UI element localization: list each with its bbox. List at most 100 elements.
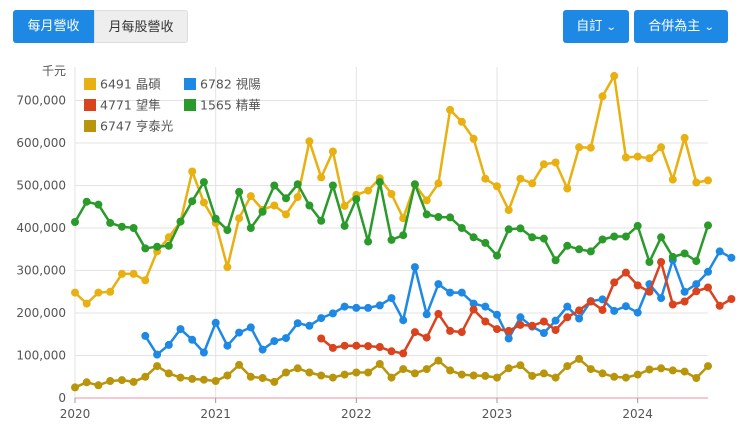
custom-dropdown[interactable]: 自訂 ⌄ <box>563 10 629 43</box>
legend-item: 6747 亨泰光 <box>84 119 173 134</box>
data-point <box>528 321 537 330</box>
data-point <box>399 316 408 325</box>
data-point <box>551 158 560 167</box>
data-point <box>657 233 666 242</box>
data-point <box>504 225 513 234</box>
data-point <box>352 195 361 204</box>
legend-swatch <box>184 99 196 111</box>
data-point <box>141 372 150 381</box>
data-point <box>434 213 443 221</box>
data-point <box>586 365 595 374</box>
data-point <box>598 92 607 101</box>
data-point <box>328 373 337 382</box>
data-point <box>270 377 279 386</box>
data-point <box>340 201 349 210</box>
data-point <box>282 334 290 343</box>
data-point <box>293 319 302 328</box>
data-point <box>481 174 490 183</box>
data-point <box>387 190 396 198</box>
data-point <box>223 341 232 350</box>
data-point <box>727 253 736 262</box>
data-point <box>71 288 79 297</box>
data-point <box>246 224 255 232</box>
data-point <box>528 371 537 380</box>
data-point <box>211 318 220 327</box>
data-point <box>410 263 419 272</box>
data-point <box>586 143 595 152</box>
data-point <box>164 340 173 349</box>
data-point <box>621 153 630 162</box>
data-point <box>129 224 138 232</box>
data-point <box>258 207 267 216</box>
data-point <box>305 321 314 330</box>
data-point <box>469 371 478 380</box>
data-point <box>328 181 337 190</box>
data-point <box>410 369 419 378</box>
data-point <box>364 303 373 312</box>
data-point <box>399 231 408 240</box>
legend-item: 1565 精華 <box>184 98 261 113</box>
data-point <box>551 326 560 334</box>
data-point <box>282 210 290 219</box>
tab-monthly-revenue[interactable]: 每月營收 <box>13 10 94 43</box>
data-point <box>328 147 337 156</box>
data-point <box>317 314 326 323</box>
data-point <box>539 329 548 337</box>
data-point <box>71 383 79 392</box>
data-point <box>422 210 431 219</box>
data-point <box>422 310 431 319</box>
data-point <box>668 175 677 184</box>
data-point <box>493 182 501 191</box>
y-tick-label: 100,000 <box>16 349 66 363</box>
data-point <box>493 310 501 319</box>
data-point <box>481 238 490 247</box>
data-point <box>199 375 208 384</box>
data-point <box>563 313 572 322</box>
data-point <box>387 373 396 382</box>
data-point <box>668 300 677 309</box>
y-tick-label: 700,000 <box>16 94 66 108</box>
data-point <box>117 376 126 385</box>
consolidated-dropdown[interactable]: 合併為主 ⌄ <box>634 10 728 43</box>
data-point <box>539 369 548 378</box>
data-point <box>364 237 373 246</box>
data-point <box>235 360 244 369</box>
data-point <box>317 371 326 380</box>
data-point <box>340 221 349 230</box>
data-point <box>188 374 197 383</box>
data-point <box>621 232 630 241</box>
legend-item: 4771 望隼 <box>84 98 161 113</box>
data-point <box>551 316 560 325</box>
data-point <box>211 377 220 385</box>
data-point <box>680 367 689 376</box>
data-point <box>176 325 185 334</box>
data-point <box>340 302 349 311</box>
legend-label: 6491 晶碩 <box>100 77 161 92</box>
data-point <box>504 206 513 215</box>
data-point <box>692 280 701 289</box>
data-point <box>704 362 712 371</box>
data-point <box>258 374 267 382</box>
data-point <box>164 241 173 250</box>
legend-swatch <box>84 99 96 111</box>
data-point <box>657 294 666 303</box>
data-point <box>645 258 654 266</box>
data-point <box>94 381 103 390</box>
y-axis-unit-label: 千元 <box>42 64 66 78</box>
data-point <box>199 178 208 187</box>
data-point <box>117 269 126 278</box>
data-point <box>305 201 314 210</box>
data-point <box>188 197 197 206</box>
tab-eps-revenue[interactable]: 月每股營收 <box>94 10 188 43</box>
data-point <box>399 214 408 223</box>
data-point <box>586 297 595 306</box>
data-point <box>598 369 607 378</box>
data-point <box>469 299 478 308</box>
data-point <box>82 197 91 206</box>
data-point <box>469 134 478 143</box>
data-point <box>633 281 642 290</box>
data-point <box>692 374 701 382</box>
data-point <box>387 347 396 356</box>
data-point <box>434 309 443 318</box>
legend-item: 6782 視陽 <box>184 77 261 92</box>
